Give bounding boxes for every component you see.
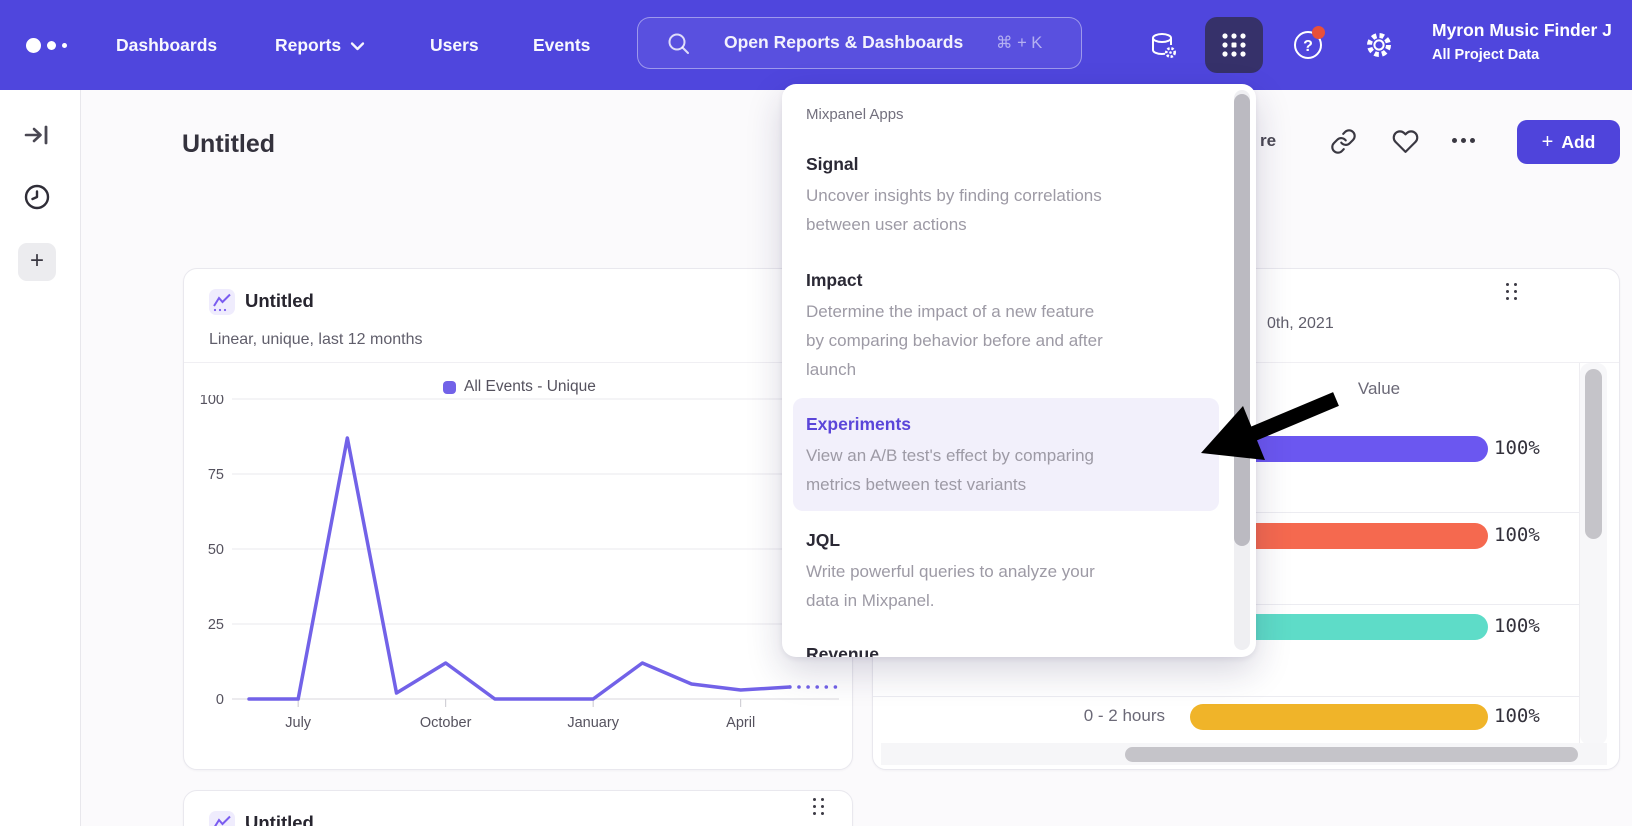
svg-text:?: ? (1303, 38, 1313, 55)
top-nav: Dashboards Reports Users Events Open Report… (0, 0, 1632, 90)
nav-item-users[interactable]: Users (430, 35, 479, 55)
apps-menu-item-jql[interactable]: JQL Write powerful queries to analyze you… (806, 527, 1216, 615)
apps-menu-item-title: JQL (806, 530, 841, 550)
value-percent: 100% (1494, 615, 1540, 637)
report-date-fragment: 0th, 2021 (1267, 315, 1334, 332)
row-label: 0 - 2 hours (1083, 706, 1165, 725)
apps-menu-item-signal[interactable]: Signal Uncover insights by finding correl… (806, 151, 1216, 239)
favorite-heart-icon[interactable] (1392, 128, 1419, 155)
apps-menu-item-title: Impact (806, 270, 863, 290)
apps-menu-item-impact[interactable]: Impact Determine the impact of a new feat… (806, 267, 1216, 384)
value-percent: 100% (1494, 437, 1540, 459)
legend-label: All Events - Unique (464, 378, 596, 395)
svg-text:75: 75 (208, 467, 224, 483)
apps-menu-item-revenue[interactable]: Revenue (806, 641, 1216, 657)
card-drag-handle-icon[interactable] (813, 798, 824, 815)
line-chart[interactable]: 0 25 50 75 100 July October January April (184, 395, 854, 771)
project-name: All Project Data (1432, 47, 1540, 63)
dropdown-heading: Mixpanel Apps (806, 106, 904, 123)
legend-swatch (443, 380, 456, 394)
bottom-report-card: Untitled (183, 790, 853, 826)
expand-sidebar-icon[interactable] (23, 121, 51, 149)
value-percent: 100% (1494, 524, 1540, 546)
card-divider (184, 362, 852, 363)
user-name: Myron Music Finder J (1432, 20, 1612, 40)
copy-link-icon[interactable] (1330, 128, 1357, 155)
report-title[interactable]: Untitled (245, 290, 314, 311)
apps-menu-item-title: Revenue (806, 644, 879, 657)
value-percent: 100% (1494, 705, 1540, 727)
table-edge (1579, 363, 1580, 743)
nav-item-dashboards[interactable]: Dashboards (116, 35, 218, 55)
apps-menu-item-description: Determine the impact of a new feature by … (806, 302, 1103, 379)
nav-item-reports[interactable]: Reports (275, 0, 365, 90)
data-management-icon[interactable] (1147, 29, 1179, 61)
add-button[interactable]: + Add (1517, 120, 1620, 164)
svg-text:October: October (420, 715, 472, 731)
more-options-icon[interactable] (1452, 138, 1475, 143)
svg-text:50: 50 (208, 542, 224, 558)
search-placeholder: Open Reports & Dashboards (724, 32, 964, 52)
mixpanel-logo-icon[interactable] (26, 0, 67, 90)
page-title: Untitled (182, 130, 276, 158)
search-icon (668, 33, 689, 54)
apps-menu-item-description: Uncover insights by finding correlations… (806, 186, 1102, 234)
apps-menu-item-experiments[interactable]: Experiments View an A/B test's effect by … (793, 398, 1219, 511)
apps-grid-icon (1222, 33, 1246, 57)
mixpanel-apps-dropdown: Mixpanel Apps Signal Uncover insights by … (782, 84, 1256, 657)
value-bar[interactable] (1190, 704, 1488, 730)
apps-menu-item-title: Signal (806, 154, 859, 174)
svg-text:April: April (726, 715, 755, 731)
line-chart-type-icon (209, 289, 235, 315)
dropdown-scrollbar-thumb[interactable] (1234, 94, 1250, 546)
nav-item-events[interactable]: Events (533, 35, 591, 55)
notification-dot (1312, 26, 1325, 39)
value-column-header: Value (1357, 379, 1401, 398)
new-board-button[interactable]: + (18, 243, 56, 281)
svg-text:0: 0 (216, 692, 224, 708)
report-title[interactable]: Untitled (245, 812, 314, 826)
svg-text:100: 100 (200, 395, 224, 408)
horizontal-scrollbar-thumb[interactable] (1125, 747, 1578, 762)
apps-menu-item-description: Write powerful queries to analyze your da… (806, 562, 1095, 610)
settings-gear-icon[interactable] (1363, 29, 1395, 61)
share-button-fragment[interactable]: re (1260, 131, 1277, 150)
svg-text:25: 25 (208, 617, 224, 633)
apps-menu-item-title: Experiments (806, 414, 912, 434)
vertical-scrollbar-thumb[interactable] (1585, 369, 1602, 539)
search-shortcut: ⌘ + K (996, 34, 1043, 52)
left-rail: + (0, 90, 81, 826)
card-drag-handle-icon[interactable] (1506, 283, 1517, 300)
svg-text:July: July (285, 715, 312, 731)
help-icon[interactable]: ? (1292, 29, 1324, 61)
svg-text:January: January (567, 715, 619, 731)
user-menu[interactable]: Myron Music Finder J All Project Data (1432, 20, 1632, 63)
line-chart-type-icon (209, 811, 235, 826)
add-plus-icon: + (1541, 130, 1554, 153)
chart-legend[interactable]: All Events - Unique (443, 378, 596, 396)
row-separator (873, 696, 1579, 697)
apps-menu-item-description: View an A/B test's effect by comparing me… (806, 446, 1094, 494)
add-button-label: Add (1561, 131, 1596, 152)
report-subtitle: Linear, unique, last 12 months (209, 331, 423, 348)
line-chart-card: Untitled Linear, unique, last 12 months … (183, 268, 853, 770)
recent-history-icon[interactable] (23, 183, 51, 211)
global-search-input[interactable]: Open Reports & Dashboards ⌘ + K (637, 17, 1082, 69)
apps-grid-button[interactable] (1205, 17, 1263, 73)
chevron-down-icon (350, 42, 365, 51)
